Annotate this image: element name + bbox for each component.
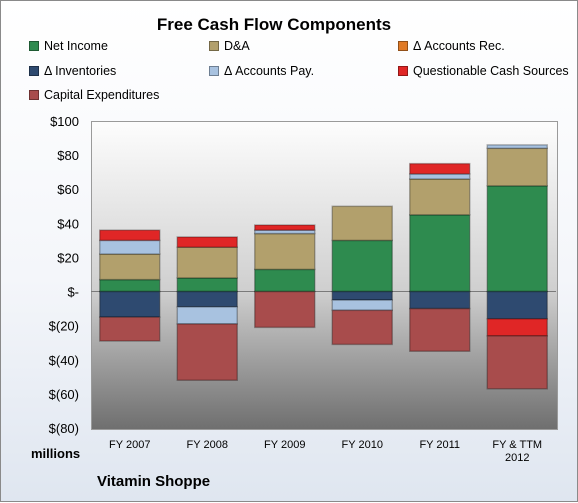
bar-segment	[409, 173, 471, 180]
plot-area	[91, 121, 558, 430]
bar-segment	[176, 306, 238, 325]
y-tick-label: $100	[50, 114, 79, 129]
x-tick-label: FY 2008	[187, 439, 228, 451]
units-label: millions	[31, 446, 81, 461]
bar-segment	[176, 277, 238, 293]
bar-segment	[486, 318, 548, 337]
bar-segment	[254, 268, 316, 293]
bar-segment	[486, 335, 548, 390]
legend-label: Questionable Cash Sources	[413, 64, 569, 78]
legend-label: Δ Inventories	[44, 64, 117, 78]
y-tick-label: $(80)	[49, 421, 79, 436]
legend-swatch	[29, 66, 39, 76]
legend-item-questionable-cash: Questionable Cash Sources	[398, 64, 569, 78]
legend-swatch	[29, 90, 39, 100]
bar-segment	[176, 290, 238, 308]
legend-label: Δ Accounts Rec.	[413, 39, 505, 53]
x-tick-label: FY 2011	[419, 439, 460, 451]
legend-label: D&A	[224, 39, 250, 53]
x-tick-label: FY 2009	[264, 439, 305, 451]
bar-segment	[99, 229, 161, 242]
bar-segment	[331, 205, 393, 242]
bar-segment	[486, 144, 548, 150]
bar-segment	[409, 307, 471, 353]
bar-segment	[99, 278, 161, 293]
legend-item-inventories: Δ Inventories	[29, 64, 116, 78]
bar-segment	[409, 178, 471, 216]
bar-segment	[409, 162, 471, 175]
y-tick-label: $20	[57, 250, 79, 265]
y-tick-label: $80	[57, 148, 79, 163]
y-tick-label: $60	[57, 182, 79, 197]
legend-item-da: D&A	[209, 39, 250, 53]
bar-segment	[99, 290, 161, 318]
bar-segment	[331, 290, 393, 301]
legend-swatch	[209, 41, 219, 51]
bar-segment	[99, 239, 161, 255]
y-tick-label: $40	[57, 216, 79, 231]
bar-segment	[331, 309, 393, 346]
bar-segment	[176, 246, 238, 279]
bar-segment	[331, 299, 393, 312]
bar-segment	[331, 239, 393, 293]
bar-segment	[176, 323, 238, 381]
company-name: Vitamin Shoppe	[97, 473, 211, 490]
bar-segment	[254, 290, 316, 329]
y-tick-label: $-	[67, 285, 79, 300]
legend-item-capex: Capital Expenditures	[29, 88, 159, 102]
bar-segment	[486, 290, 548, 320]
bar-segment	[99, 253, 161, 281]
bar-segment	[409, 290, 471, 310]
bar-segment	[254, 232, 316, 271]
chart-title: Free Cash Flow Components	[156, 15, 392, 34]
legend-swatch	[398, 41, 408, 51]
legend-label: Net Income	[44, 39, 108, 53]
bar-segment	[254, 224, 316, 231]
x-tick-label: FY 2007	[109, 439, 150, 451]
legend-swatch	[209, 66, 219, 76]
legend-label: Δ Accounts Pay.	[224, 64, 315, 78]
y-tick-label: $(20)	[49, 319, 79, 334]
y-tick-label: $(40)	[49, 353, 79, 368]
bar-segment	[409, 214, 471, 293]
bar-segment	[99, 316, 161, 342]
bar-segment	[486, 185, 548, 293]
legend-item-net-income: Net Income	[29, 39, 108, 53]
legend-swatch	[29, 41, 39, 51]
x-tick-label: FY & TTM 2012	[492, 439, 542, 464]
y-tick-label: $(60)	[49, 387, 79, 402]
bar-segment	[486, 147, 548, 187]
legend-item-accounts-rec: Δ Accounts Rec.	[398, 39, 505, 53]
legend-item-accounts-pay: Δ Accounts Pay.	[209, 64, 314, 78]
bar-segment	[176, 236, 238, 248]
x-tick-label: FY 2010	[342, 439, 383, 451]
legend-label: Capital Expenditures	[44, 88, 160, 102]
legend-swatch	[398, 66, 408, 76]
